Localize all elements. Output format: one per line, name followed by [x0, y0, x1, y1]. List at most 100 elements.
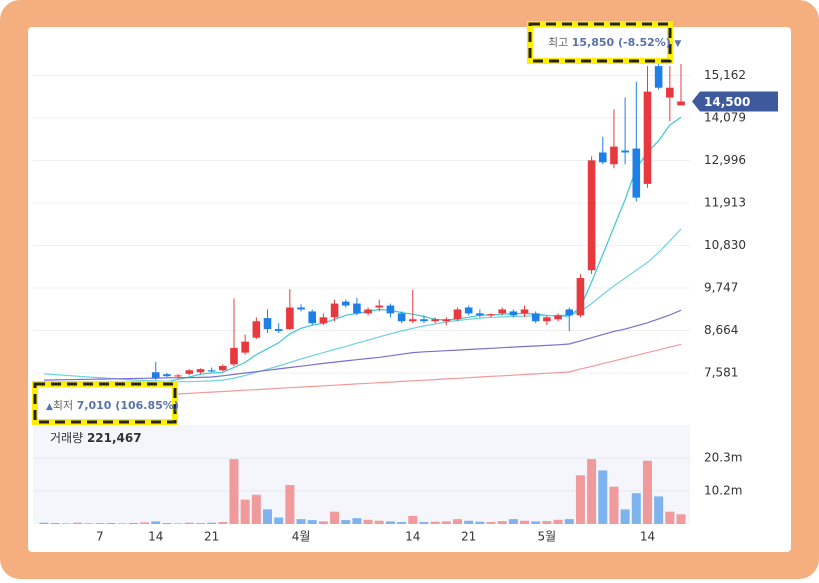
candle-body	[286, 307, 294, 330]
candle-body	[487, 314, 495, 316]
candle-body	[520, 309, 529, 314]
volume-bar	[128, 523, 138, 524]
candle-body	[219, 365, 227, 371]
candle-body	[386, 305, 395, 314]
candle-body	[576, 278, 585, 316]
volume-bar	[318, 521, 328, 524]
candle-body	[654, 66, 663, 88]
volume-bar	[240, 499, 250, 524]
volume-bar	[408, 515, 418, 524]
candle-body	[185, 370, 194, 374]
volume-bar	[486, 522, 496, 524]
volume-bar	[352, 518, 362, 524]
volume-bar	[162, 523, 172, 524]
y-tick-label: 11,913	[704, 195, 746, 209]
candle-body	[241, 341, 249, 353]
candle-body	[364, 309, 372, 314]
volume-bar	[553, 519, 563, 524]
candle-body	[554, 315, 562, 320]
volume-bar	[307, 520, 317, 524]
volume-bar	[520, 520, 530, 524]
volume-bar	[665, 511, 675, 524]
candle-body	[632, 148, 641, 198]
candle-body	[498, 309, 506, 314]
y-tick-label: 8,664	[704, 323, 738, 337]
volume-bar	[464, 520, 474, 524]
candle-body	[375, 305, 384, 308]
x-tick-label: 14	[148, 530, 163, 544]
volume-bar	[151, 521, 161, 524]
volume-bar	[140, 522, 150, 524]
volume-bar	[654, 496, 664, 524]
candle-body	[308, 311, 317, 324]
low-text: 7,010 (106.85%)	[77, 399, 179, 412]
candle-body	[230, 347, 238, 365]
volume-bar	[575, 475, 585, 524]
y-tick-label: 12,996	[704, 153, 746, 167]
volume-bar	[374, 520, 384, 524]
candle-body	[621, 150, 629, 153]
candle-body	[453, 309, 462, 320]
x-tick-label: 14	[405, 530, 420, 544]
volume-bar	[564, 519, 574, 524]
candle-body	[531, 313, 540, 322]
volume-bar	[330, 511, 340, 524]
candle-body	[330, 303, 339, 318]
candle-body	[252, 321, 261, 338]
volume-bar	[84, 523, 94, 524]
candle-body	[341, 301, 350, 306]
volume-bar	[430, 521, 440, 524]
volume-bar	[609, 486, 619, 524]
high-prefix: 최고	[548, 36, 568, 49]
volume-bar	[50, 523, 60, 524]
volume-bar	[117, 523, 127, 524]
y-tick-label: 7,581	[704, 366, 738, 380]
candle-body	[587, 160, 596, 271]
candle-body	[643, 91, 652, 184]
plot: 7,581 8,664 9,747 10,830 11,913 12,996 14,079 1…	[33, 48, 746, 544]
volume-tick-label: 20.3m	[704, 451, 742, 465]
volume-bar	[441, 521, 451, 524]
volume-bar	[452, 519, 462, 524]
volume-bar	[251, 494, 261, 524]
candle-body	[319, 317, 328, 324]
volume-bar	[263, 509, 273, 524]
volume-bar	[341, 520, 351, 524]
candle-body	[677, 101, 685, 106]
volume-bar	[39, 522, 49, 524]
volume-bar	[598, 470, 608, 524]
candle-body	[408, 319, 417, 322]
high-arrow: ▼	[674, 39, 681, 49]
x-tick-label: 21	[204, 530, 219, 544]
volume-bar	[531, 521, 541, 524]
candle-body	[397, 313, 406, 322]
candle-body	[297, 307, 305, 310]
candle-body	[666, 87, 674, 98]
volume-bar	[363, 519, 373, 524]
volume-bar	[61, 523, 71, 524]
candle-body	[353, 303, 361, 314]
candle-body	[442, 319, 451, 322]
candle-body	[431, 319, 439, 322]
volume-tick-label: 10.2m	[704, 483, 742, 497]
candle-body	[509, 311, 518, 316]
current-price-label: 14,500	[704, 95, 750, 109]
high-note: 최고 15,850 (-8.52%) ▼	[548, 36, 681, 49]
volume-bar	[508, 519, 518, 524]
volume-bar	[173, 523, 183, 524]
volume-bar	[207, 522, 217, 524]
volume-bar	[229, 459, 239, 524]
volume-bar	[620, 509, 630, 524]
candle-body	[598, 152, 607, 163]
x-tick-label: 7	[96, 530, 104, 544]
high-text: 15,850 (-8.52%)	[572, 36, 671, 49]
candle-body	[543, 317, 551, 322]
low-arrow: ▲	[46, 402, 53, 412]
y-tick-label: 14,079	[704, 110, 746, 124]
volume-bar	[676, 514, 686, 524]
candle-body	[174, 375, 182, 377]
volume-bar	[73, 522, 83, 524]
volume-bar	[106, 523, 116, 524]
candle-body	[151, 372, 160, 379]
volume-bar	[419, 522, 429, 524]
